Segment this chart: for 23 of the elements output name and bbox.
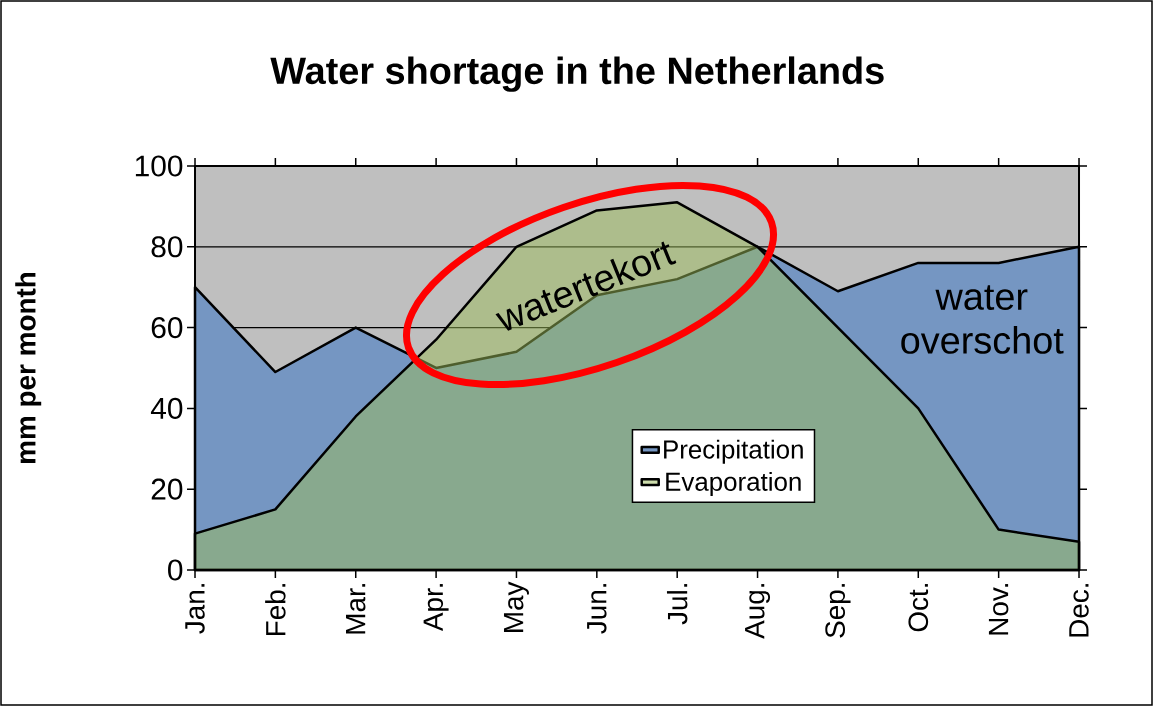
x-tick-label: Jul. bbox=[666, 584, 688, 625]
y-tick-label: 100 bbox=[135, 155, 183, 177]
annotation: water overschot bbox=[901, 285, 1064, 354]
x-tick-label: Jan. bbox=[185, 584, 205, 634]
x-tick-label: May bbox=[503, 581, 529, 632]
chart-title: Water shortage in the Netherlands bbox=[270, 56, 884, 92]
x-tick-label: Feb. bbox=[265, 584, 286, 636]
x-tick-label: Dec. bbox=[1069, 584, 1089, 637]
x-tick-label: Jun. bbox=[587, 584, 607, 634]
x-tick-label: Apr. bbox=[423, 584, 449, 632]
y-tick-label: 40 bbox=[150, 397, 183, 419]
y-tick-label: 80 bbox=[151, 236, 183, 258]
y-axis-title: mm per month bbox=[15, 272, 42, 463]
y-tick-label: 20 bbox=[151, 478, 183, 500]
x-tick-label: Nov. bbox=[988, 584, 1009, 635]
y-tick-label: 60 bbox=[151, 317, 183, 339]
x-tick-label: Aug. bbox=[745, 584, 771, 639]
x-tick-label: Mar. bbox=[346, 584, 366, 634]
x-tick-label: Sep. bbox=[825, 584, 851, 638]
x-tick-label: Oct. bbox=[908, 584, 929, 632]
legend-label: Precipitation bbox=[664, 439, 803, 464]
legend-label: Evaporation bbox=[666, 471, 801, 497]
y-tick-label: 0 bbox=[168, 559, 183, 581]
